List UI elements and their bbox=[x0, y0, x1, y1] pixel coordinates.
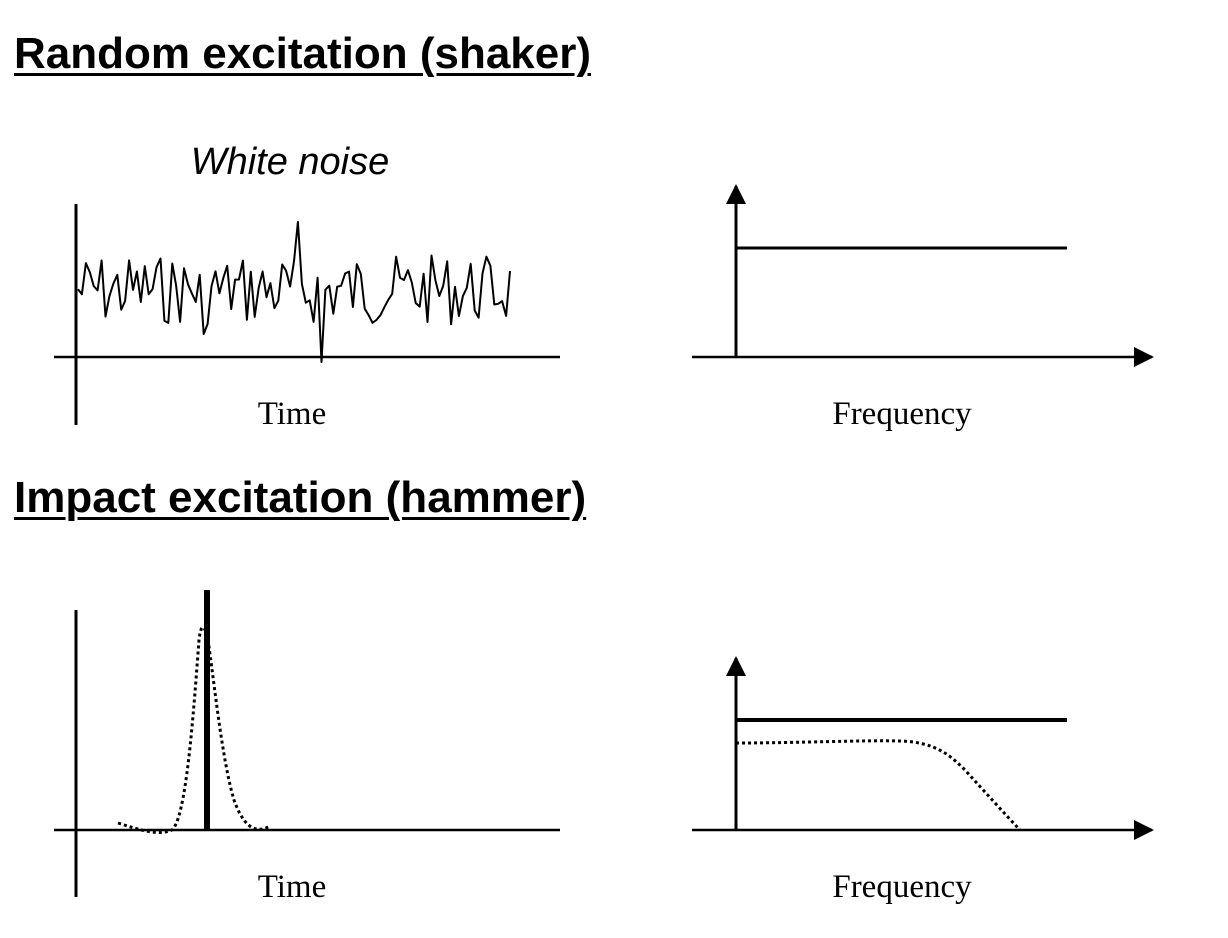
impact-time-panel: Time bbox=[54, 590, 560, 905]
random-excitation-heading: Random excitation (shaker) bbox=[14, 29, 592, 78]
impact-excitation-heading: Impact excitation (hammer) bbox=[14, 473, 587, 522]
white-noise-label: White noise bbox=[191, 141, 390, 183]
time-axis-label: Time bbox=[258, 396, 326, 432]
white-noise-trace bbox=[77, 221, 511, 363]
real-pulse-dotted-curve bbox=[117, 625, 271, 834]
random-time-panel: White noise Time bbox=[54, 141, 560, 432]
random-frequency-panel: Frequency bbox=[692, 184, 1154, 432]
impact-frequency-panel: Frequency bbox=[692, 656, 1154, 905]
impact-frequency-axis-label: Frequency bbox=[832, 869, 972, 905]
rolloff-spectrum-dotted-curve bbox=[735, 739, 1022, 832]
frequency-axis-label: Frequency bbox=[832, 396, 972, 432]
impact-time-axis-label: Time bbox=[258, 869, 326, 905]
